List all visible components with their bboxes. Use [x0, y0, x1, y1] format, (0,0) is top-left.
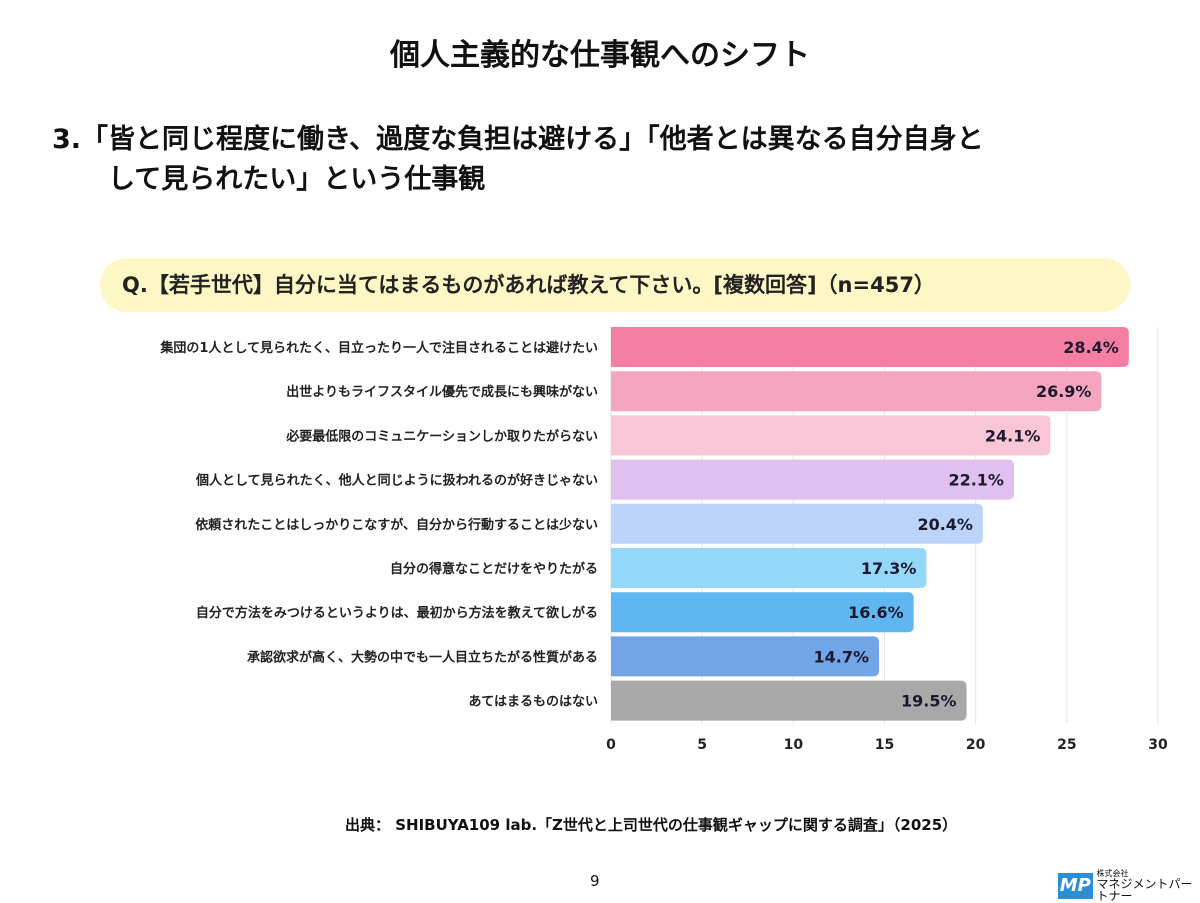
bar — [611, 327, 1129, 367]
page-number: 9 — [590, 872, 600, 890]
heading-line-1: 3.「皆と同じ程度に働き、過度な負担は避ける」「他者とは異なる自分自身と — [52, 124, 984, 155]
x-tick-label: 20 — [966, 737, 986, 753]
bar — [611, 636, 880, 677]
bar-value-label: 17.3% — [861, 559, 917, 578]
bar — [611, 680, 967, 721]
category-label: 自分で方法をみつけるというよりは、最初から方法を教えて欲しがる — [196, 605, 598, 621]
page-title: 個人主義的な仕事観へのシフト — [390, 38, 810, 73]
x-tick-label: 30 — [1148, 737, 1168, 753]
bar-value-label: 26.9% — [1036, 382, 1092, 401]
category-label: 自分の得意なことだけをやりたがる — [390, 561, 598, 577]
category-label: 依頼されたことはしっかりこなすが、自分から行動することは少ない — [195, 517, 598, 533]
category-label: 集団の1人として見られたく、目立ったり一人で注目されることは避けたい — [159, 340, 598, 356]
category-label: 個人として見られたく、他人と同じように扱われるのが好きじゃない — [195, 473, 598, 489]
x-tick-label: 10 — [784, 737, 804, 753]
bar-chart: 0 5 10 15 20 25 30 28.4% 集団の1人として見られたく、目立ったり一人で注… — [159, 327, 1168, 753]
bar — [611, 415, 1051, 456]
source-citation: 出典： SHIBUYA109 lab.「Z世代と上司世代の仕事観ギャップに関する… — [345, 816, 958, 834]
bar — [611, 371, 1102, 412]
logo-company: マネジメントパートナー — [1096, 877, 1193, 903]
heading-line-2: して見られたい」という仕事観 — [108, 164, 486, 195]
section-heading: 3.「皆と同じ程度に働き、過度な負担は避ける」「他者とは異なる自分自身と して見… — [52, 120, 1152, 200]
x-tick-label: 15 — [875, 737, 894, 753]
x-tick-label: 25 — [1057, 737, 1076, 753]
bar-value-label: 24.1% — [985, 426, 1041, 445]
bar — [611, 592, 914, 633]
bar — [611, 548, 927, 588]
bar — [611, 459, 1014, 500]
bar-value-label: 22.1% — [948, 471, 1004, 490]
bar-value-label: 14.7% — [814, 647, 870, 666]
category-label: 承認欲求が高く、大勢の中でも一人目立ちたがる性質がある — [247, 649, 598, 665]
logo-small: 株式会社 — [1096, 869, 1129, 878]
category-label: 出世よりもライフスタイル優先で成長にも興味がない — [286, 384, 598, 400]
category-label: 必要最低限のコミュニケーションしか取りたがらない — [285, 428, 598, 444]
company-logo: MP 株式会社 マネジメントパートナー — [1058, 869, 1200, 903]
bar-value-label: 20.4% — [917, 515, 973, 534]
bar-value-label: 19.5% — [901, 692, 957, 711]
logo-mark: MP — [1058, 873, 1093, 899]
x-tick-label: 5 — [697, 737, 707, 753]
category-label: あてはまるものはない — [469, 695, 598, 710]
bar-value-label: 28.4% — [1063, 338, 1119, 357]
survey-question: Q.【若手世代】自分に当てはまるものがあれば教えて下さい。[複数回答]（n=45… — [100, 258, 1130, 312]
bar — [611, 503, 983, 544]
x-tick-label: 0 — [606, 737, 616, 753]
bar-value-label: 16.6% — [848, 603, 904, 622]
